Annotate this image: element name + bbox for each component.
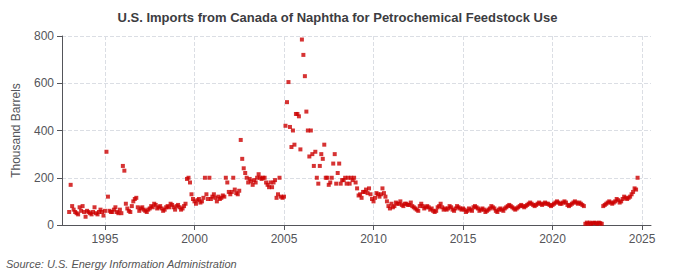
svg-text:U.S. Imports from Canada of Na: U.S. Imports from Canada of Naphtha for … <box>118 10 558 25</box>
svg-text:Source: U.S. Energy Informatio: Source: U.S. Energy Information Administ… <box>6 258 237 270</box>
svg-text:0: 0 <box>47 218 54 232</box>
svg-text:800: 800 <box>34 29 54 43</box>
svg-text:2010: 2010 <box>360 232 387 246</box>
svg-text:400: 400 <box>34 124 54 138</box>
svg-text:Thousand Barrels: Thousand Barrels <box>9 83 23 178</box>
svg-text:1995: 1995 <box>92 232 119 246</box>
svg-text:2015: 2015 <box>450 232 477 246</box>
svg-text:2025: 2025 <box>629 232 656 246</box>
svg-text:2005: 2005 <box>271 232 298 246</box>
svg-text:200: 200 <box>34 171 54 185</box>
svg-text:600: 600 <box>34 76 54 90</box>
svg-text:2000: 2000 <box>181 232 208 246</box>
svg-text:2020: 2020 <box>539 232 566 246</box>
